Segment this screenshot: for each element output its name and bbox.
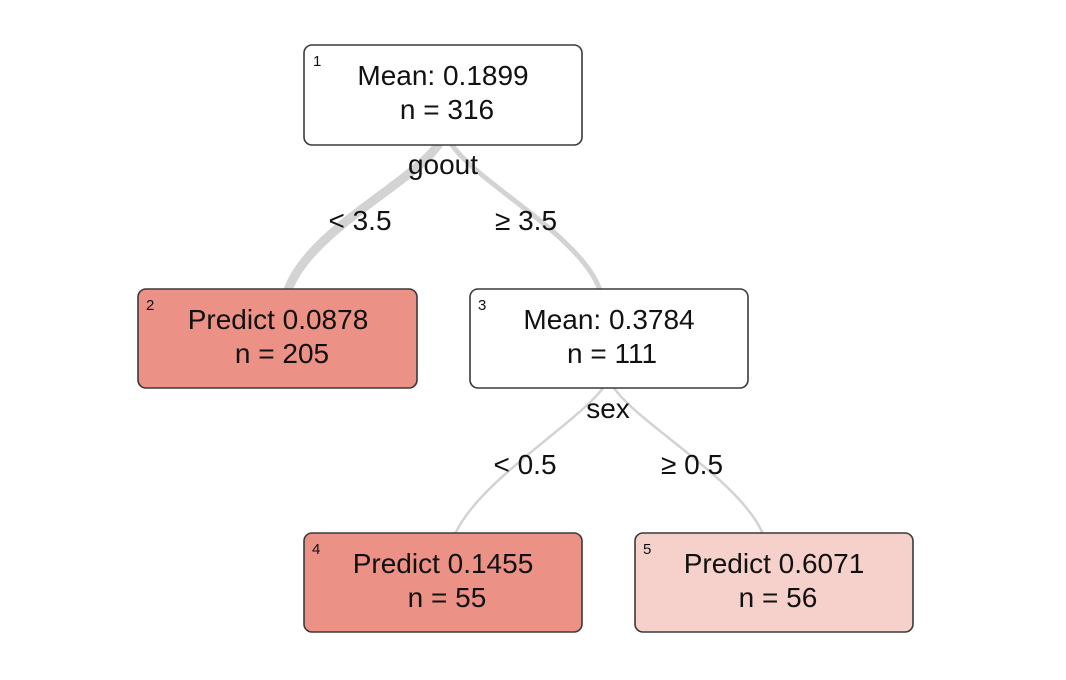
node-box: [634, 532, 914, 633]
node-id: 4: [312, 541, 320, 558]
node-prediction: Predict 0.6071: [684, 548, 865, 579]
edge-3-to-5: [612, 386, 765, 536]
node-mean: Mean: 0.3784: [523, 304, 694, 335]
tree-node-5: 5 Predict 0.6071 n = 56: [634, 532, 914, 633]
node-box: [137, 288, 418, 389]
node-box: [303, 44, 583, 146]
tree-node-2: 2 Predict 0.0878 n = 205: [137, 288, 418, 389]
tree-node-3: 3 Mean: 0.3784 n = 111: [469, 288, 749, 389]
node-prediction: Predict 0.0878: [188, 304, 369, 335]
node-id: 3: [478, 297, 486, 314]
split-condition-right-1: ≥ 3.5: [495, 205, 557, 236]
node-id: 5: [643, 541, 651, 558]
node-count: n = 316: [400, 94, 494, 125]
node-box: [469, 288, 749, 389]
node-count: n = 205: [235, 338, 329, 369]
tree-node-4: 4 Predict 0.1455 n = 55: [303, 532, 583, 633]
split-labels: goout < 3.5 ≥ 3.5 sex < 0.5 ≥ 0.5: [328, 149, 723, 480]
node-id: 1: [313, 53, 321, 70]
node-count: n = 111: [567, 338, 657, 369]
split-variable-sex: sex: [586, 393, 630, 424]
split-variable-goout: goout: [408, 149, 478, 180]
node-mean: Mean: 0.1899: [357, 60, 528, 91]
edge-3-to-4: [453, 386, 605, 536]
node-count: n = 55: [408, 582, 487, 613]
tree-edges: [283, 140, 765, 536]
tree-node-1: 1 Mean: 0.1899 n = 316: [303, 44, 583, 146]
node-prediction: Predict 0.1455: [353, 548, 534, 579]
edge-1-to-3: [449, 142, 603, 293]
split-condition-left-1: < 3.5: [328, 205, 391, 236]
node-count: n = 56: [739, 582, 818, 613]
split-condition-right-2: ≥ 0.5: [661, 449, 723, 480]
node-id: 2: [146, 297, 154, 314]
edge-1-to-2: [283, 140, 443, 295]
node-box: [303, 532, 583, 633]
split-condition-left-2: < 0.5: [493, 449, 556, 480]
